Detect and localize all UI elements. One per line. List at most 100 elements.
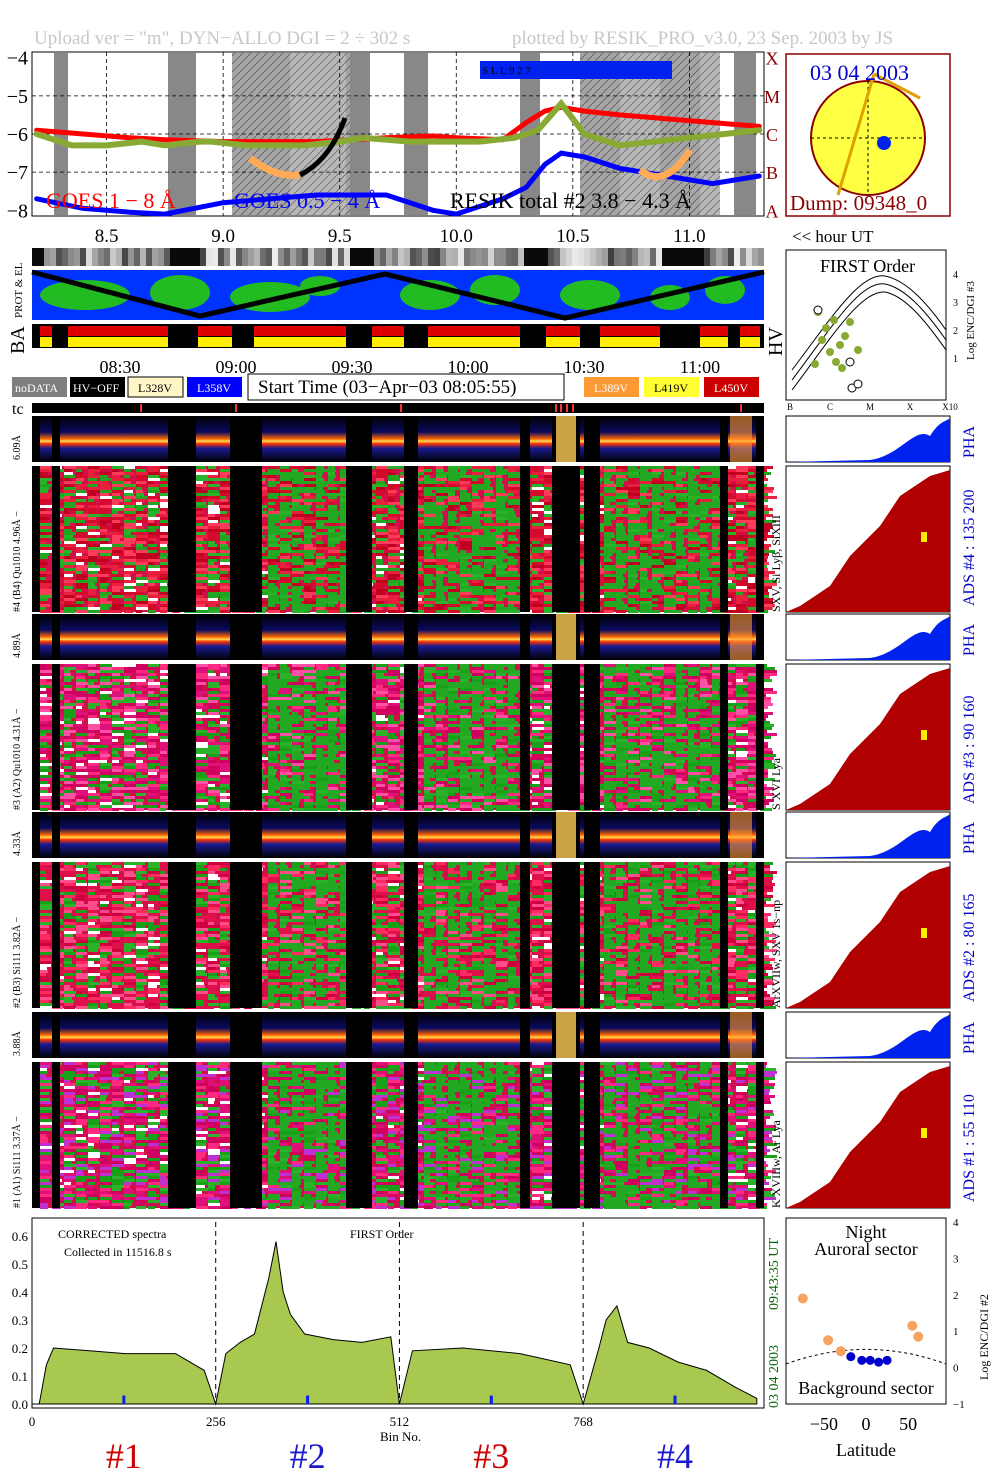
ads-cell (412, 721, 427, 724)
ads-cell (112, 715, 120, 718)
ads-cell (124, 703, 133, 706)
ads-cell (148, 688, 156, 691)
ads-cell (40, 700, 47, 703)
ads-cell (40, 730, 56, 733)
ads-cell (268, 715, 285, 718)
ads-cell (268, 667, 282, 670)
ads-cell (688, 595, 699, 598)
pha-gap (230, 416, 262, 462)
ads-cell (640, 475, 657, 478)
ads-cell (112, 589, 120, 592)
ads-cell (676, 472, 686, 475)
ads-cell (328, 742, 335, 745)
ads-cell (124, 493, 134, 496)
pha-gap (584, 416, 600, 462)
ads-cell (640, 547, 647, 550)
goes-ytick-4: −8 (7, 200, 28, 222)
ads-cell (208, 670, 214, 673)
ads-cell (604, 610, 613, 613)
ads-cell (64, 676, 74, 679)
ads-cell (664, 595, 681, 598)
ads-cell (76, 583, 93, 586)
ads-cell (124, 532, 131, 535)
ads-cell (280, 733, 294, 736)
ads-cell (604, 571, 611, 574)
ads-cell (376, 535, 392, 538)
ads-cell (496, 556, 513, 559)
first-order-point-9 (832, 358, 840, 366)
ads-cell (460, 739, 474, 742)
ads-cell (148, 559, 162, 562)
ads-cell (508, 511, 515, 514)
ads-cell (280, 688, 289, 691)
ads-cell (688, 694, 694, 697)
ads-cell (604, 535, 615, 538)
ads-cell (328, 730, 343, 733)
ads-cell (544, 541, 553, 544)
ads-cell (292, 691, 305, 694)
ads-cell (328, 577, 337, 580)
ads-cell (124, 739, 135, 742)
ads-cell (76, 667, 85, 670)
ads-cell (148, 505, 158, 508)
ads-cell (304, 571, 311, 574)
ads-cell (760, 553, 769, 556)
ads-cell (292, 517, 309, 520)
ads-cell (652, 712, 663, 715)
ads-cell (628, 604, 638, 607)
ads-cell (676, 733, 682, 736)
ads-cell (64, 562, 80, 565)
ads-cell (292, 694, 300, 697)
ads-cell (532, 697, 548, 700)
ads-cell (304, 496, 316, 499)
ads-cell (688, 532, 697, 535)
ads-cell (376, 559, 383, 562)
ads-cell (268, 727, 277, 730)
ads-cell (460, 562, 472, 565)
ads-cell (736, 685, 747, 688)
ads-cell (628, 688, 634, 691)
ads-cell (40, 739, 54, 742)
ads-cell (748, 709, 761, 712)
ads-cell (460, 736, 475, 739)
ads-cell (508, 601, 522, 604)
ads-cell (112, 565, 119, 568)
ads-cell (436, 568, 449, 571)
ads-cell (652, 475, 659, 478)
ads-cell (148, 565, 165, 568)
ads-cell (748, 508, 758, 511)
ads-cell (88, 547, 101, 550)
ads-cell (676, 571, 682, 574)
ads-cell (436, 562, 451, 565)
ads-cell (40, 742, 47, 745)
ads-cell (700, 478, 708, 481)
ads-cell (532, 493, 545, 496)
ads-cell (436, 511, 442, 514)
ads-cell (724, 709, 735, 712)
ads-cell (472, 685, 489, 688)
ads-cell (484, 544, 500, 547)
prot-cell (572, 248, 578, 266)
ads-cell (664, 607, 681, 610)
ads-cell (628, 706, 644, 709)
ads-cell (688, 526, 694, 529)
ads-cell (124, 688, 131, 691)
ads-cell (472, 730, 480, 733)
ads-cell (160, 709, 175, 712)
ads-cell (448, 499, 460, 502)
ads-cell (616, 673, 632, 676)
ads-cell (736, 466, 748, 469)
ads-cell (220, 667, 236, 670)
ads-cell (388, 508, 397, 511)
ads-cell (388, 667, 405, 670)
ads-cell (256, 580, 271, 583)
pha-gap (756, 416, 764, 462)
ads-cell (100, 670, 113, 673)
header-left: Upload ver = "m", DYN−ALLO DGI = 2 ÷ 302… (34, 28, 410, 49)
ads-cell (280, 547, 291, 550)
ads-cell (328, 607, 339, 610)
ads-cell (292, 466, 306, 469)
ads-cell (760, 724, 774, 727)
ads-cell (268, 676, 277, 679)
pha-gap (720, 416, 728, 462)
